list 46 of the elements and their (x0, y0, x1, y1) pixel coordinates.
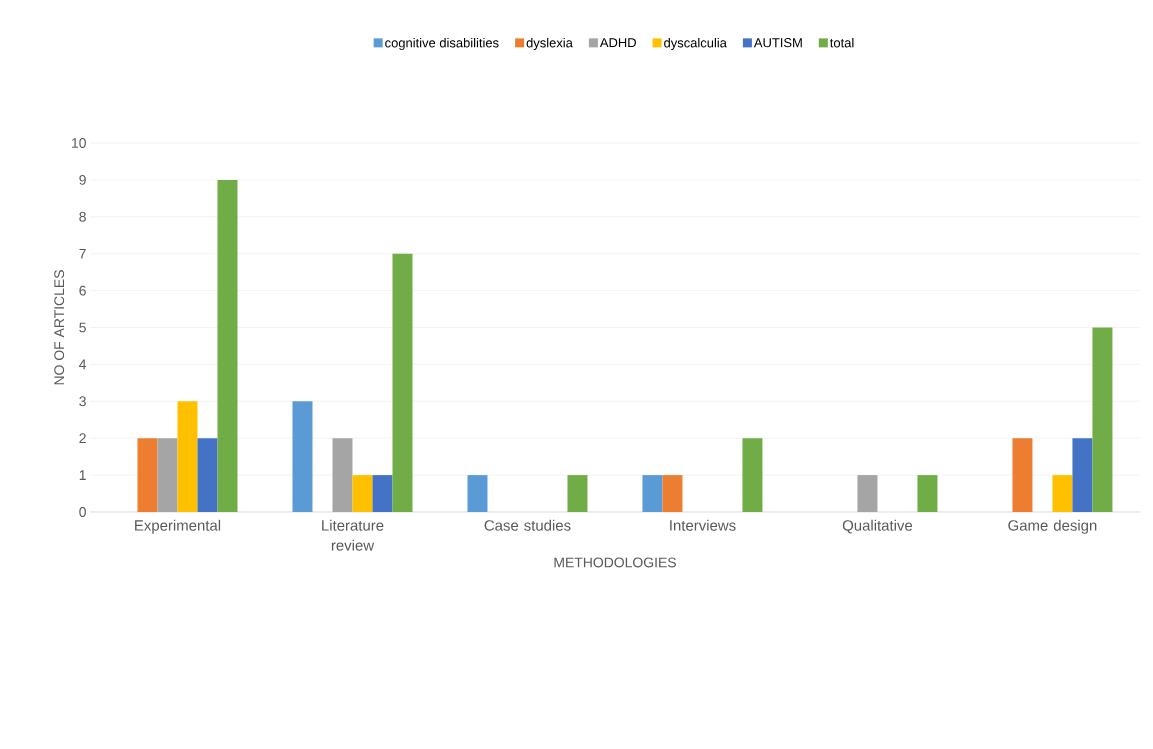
y-tick-label: 7 (79, 248, 86, 259)
y-tick-label: 4 (79, 359, 87, 370)
x-tick-label: Case studies (484, 519, 571, 531)
x-tick-label: Literature review (322, 519, 384, 551)
x-tick-label: Experimental (135, 519, 221, 534)
legend-label: AUTISM (753, 38, 802, 48)
legend-label: dyscalculia (664, 37, 727, 50)
bar (567, 475, 588, 512)
y-tick-label: 8 (79, 211, 86, 222)
bar (1092, 327, 1113, 512)
y-tick-label: 9 (79, 174, 86, 185)
y-tick-label: 1 (79, 470, 86, 480)
bar (217, 179, 238, 512)
y-axis-title: NO OF ARTICLES (54, 270, 65, 385)
bar (742, 438, 763, 512)
bar (177, 401, 198, 512)
bar (292, 401, 313, 512)
y-tick-label: 3 (79, 396, 86, 407)
legend-label: cognitive disabilities (385, 37, 499, 50)
x-axis-title: METHODOLOGIES (554, 557, 676, 568)
y-tick-label: 2 (79, 433, 86, 444)
y-tick-label: 0 (79, 507, 86, 517)
bar (197, 438, 218, 512)
bar (917, 475, 938, 512)
bar (372, 475, 393, 512)
y-tick-label: 10 (72, 138, 86, 148)
legend-label: dyslexia (526, 37, 573, 50)
bar (662, 475, 683, 512)
bar (352, 475, 373, 512)
legend-label: total (830, 37, 854, 48)
x-tick-label: Interviews (670, 519, 736, 531)
bar (392, 253, 413, 512)
bar (1072, 438, 1093, 512)
bar (467, 475, 488, 512)
bar (137, 438, 158, 512)
bar (1012, 438, 1033, 512)
bar (157, 438, 178, 512)
bar (857, 475, 878, 512)
x-tick-label: Game design (1008, 519, 1097, 534)
bar (332, 438, 353, 512)
x-tick-label: Qualitative (842, 519, 913, 534)
bar (1052, 475, 1073, 512)
y-tick-label: 6 (79, 285, 86, 296)
legend-label: ADHD (599, 38, 636, 48)
y-tick-label: 5 (79, 322, 86, 333)
bar (642, 475, 663, 512)
